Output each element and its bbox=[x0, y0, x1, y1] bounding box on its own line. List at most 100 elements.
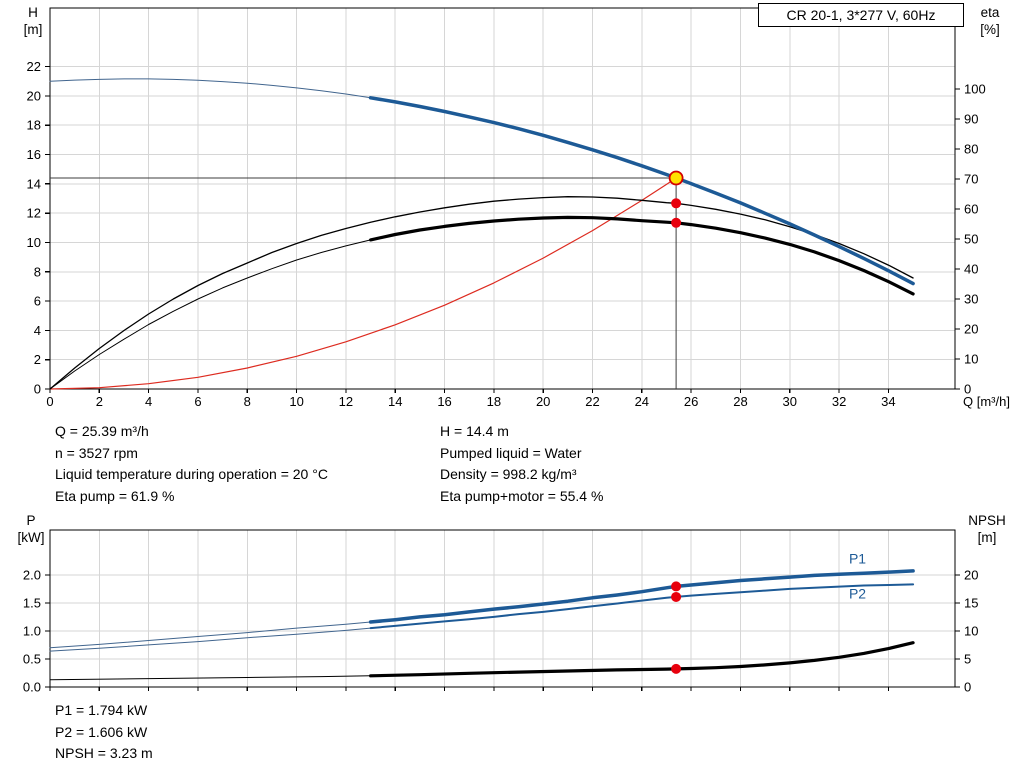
y-right-tick-label: 30 bbox=[964, 292, 978, 307]
y-left-tick-label: 6 bbox=[34, 294, 41, 309]
x-axis-unit-label: Q [m³/h] bbox=[963, 394, 1010, 409]
y-right-tick-label: 50 bbox=[964, 232, 978, 247]
y-left-tick-label: 20 bbox=[27, 88, 41, 103]
npsh-axis-symbol: NPSH bbox=[968, 513, 1006, 528]
eta-axis-label: eta [%] bbox=[968, 4, 1012, 38]
y-right-tick-label: 20 bbox=[964, 322, 978, 337]
y-left-tick-label: 10 bbox=[27, 235, 41, 250]
y-right-tick-label: 100 bbox=[964, 82, 986, 97]
x-tick-label: 30 bbox=[783, 394, 797, 409]
eta-pump-motor-curve-thin bbox=[49, 239, 372, 390]
x-tick-label: 6 bbox=[194, 394, 201, 409]
p1-curve bbox=[368, 569, 915, 624]
eta-pump-motor-duty-dot bbox=[671, 217, 682, 228]
pump-title-box: CR 20-1, 3*277 V, 60Hz bbox=[758, 3, 964, 27]
h-axis-symbol: H bbox=[28, 5, 38, 20]
power-info: P1 = 1.794 kW P2 = 1.606 kW NPSH = 3.23 … bbox=[55, 700, 153, 765]
plot-frame bbox=[49, 529, 956, 688]
series-label-p2: P2 bbox=[849, 585, 866, 601]
info-head: H = 14.4 m bbox=[440, 423, 509, 439]
y-left-tick-label: 12 bbox=[27, 206, 41, 221]
npsh-axis-unit: [m] bbox=[977, 530, 997, 545]
eta-axis-symbol: eta bbox=[980, 5, 1000, 20]
p-axis-symbol: P bbox=[26, 513, 36, 528]
info-p1: P1 = 1.794 kW bbox=[55, 702, 148, 718]
y-left-tick-label: 18 bbox=[27, 118, 41, 133]
y-right-tick-label: 90 bbox=[964, 112, 978, 127]
y-left-tick-label: 4 bbox=[34, 323, 41, 338]
info-liquid-temperature: Liquid temperature during operation = 20… bbox=[55, 466, 328, 482]
info-eta-pump: Eta pump = 61.9 % bbox=[55, 487, 175, 504]
x-tick-label: 18 bbox=[487, 394, 501, 409]
info-p2: P2 = 1.606 kW bbox=[55, 723, 148, 740]
p1-curve-thin bbox=[49, 621, 372, 649]
p2-curve bbox=[369, 583, 915, 630]
y-left-tick-label: 0.0 bbox=[23, 680, 41, 695]
p1-duty-dot bbox=[671, 581, 682, 592]
eta-pump-motor-curve bbox=[369, 215, 915, 296]
x-tick-label: 0 bbox=[46, 394, 53, 409]
p2-curve-thin bbox=[49, 627, 372, 652]
qh-eta-chart[interactable]: 0 2 4 6 8 10 12 14 16 18 20 22 24 26 28 30 32 34024681012… bbox=[0, 0, 1024, 412]
y-right-tick-label: 70 bbox=[964, 172, 978, 187]
power-npsh-chart[interactable]: 0.0 0.5 1.0 1.5 2.0 0 5 10 15 20 P1 P2 bbox=[0, 515, 1024, 705]
eta-axis-unit: [%] bbox=[980, 22, 1000, 37]
y-right-tick-label: 20 bbox=[964, 567, 978, 582]
duty-point bbox=[668, 170, 684, 186]
x-tick-label: 22 bbox=[585, 394, 599, 409]
x-tick-label: 34 bbox=[881, 394, 895, 409]
plot-frame bbox=[49, 7, 956, 390]
x-tick-label: 10 bbox=[289, 394, 303, 409]
x-tick-label: 12 bbox=[339, 394, 353, 409]
y-right-tick-label: 60 bbox=[964, 202, 978, 217]
h-axis-unit: [m] bbox=[23, 22, 43, 37]
x-tick-label: 24 bbox=[635, 394, 649, 409]
info-pumped-liquid: Pumped liquid = Water bbox=[440, 444, 582, 461]
y-left-tick-label: 22 bbox=[27, 59, 41, 74]
y-right-tick-label: 80 bbox=[964, 142, 978, 157]
npsh-curve-thin bbox=[49, 675, 372, 681]
info-npsh: NPSH = 3.23 m bbox=[55, 745, 153, 761]
x-tick-label: 4 bbox=[145, 394, 152, 409]
y-right-tick-label: 0 bbox=[964, 382, 971, 397]
y-right-tick-label: 0 bbox=[964, 680, 971, 695]
p2-duty-dot bbox=[671, 591, 682, 602]
y-left-tick-label: 16 bbox=[27, 147, 41, 162]
duty-info-left: Q = 25.39 m³/h n = 3527 rpm Liquid tempe… bbox=[55, 421, 328, 507]
p-axis-label: P [kW] bbox=[8, 512, 54, 546]
info-speed: n = 3527 rpm bbox=[55, 444, 138, 461]
eta-pump-duty-dot bbox=[671, 198, 682, 209]
system-curve bbox=[49, 177, 677, 390]
duty-info-right: H = 14.4 m Pumped liquid = Water Density… bbox=[440, 421, 603, 507]
p-axis-unit: [kW] bbox=[17, 530, 45, 545]
y-left-tick-label: 2 bbox=[34, 352, 41, 367]
info-density: Density = 998.2 kg/m³ bbox=[440, 466, 577, 482]
y-right-tick-label: 15 bbox=[964, 595, 978, 610]
qh-curve-thin bbox=[49, 78, 372, 99]
npsh-duty-dot bbox=[671, 663, 682, 674]
x-tick-label: 28 bbox=[733, 394, 747, 409]
x-tick-label: 16 bbox=[437, 394, 451, 409]
y-left-tick-label: 2.0 bbox=[23, 567, 41, 582]
x-tick-label: 8 bbox=[244, 394, 251, 409]
h-axis-label: H [m] bbox=[14, 4, 52, 38]
y-left-tick-label: 0.5 bbox=[23, 651, 41, 666]
y-left-tick-label: 14 bbox=[27, 176, 41, 191]
info-eta-pump-motor: Eta pump+motor = 55.4 % bbox=[440, 487, 604, 504]
y-left-tick-label: 1.5 bbox=[23, 595, 41, 610]
y-right-tick-label: 40 bbox=[964, 262, 978, 277]
y-right-tick-label: 10 bbox=[964, 352, 978, 367]
npsh-curve bbox=[369, 641, 915, 678]
x-tick-label: 20 bbox=[536, 394, 550, 409]
qh-curve bbox=[368, 96, 915, 286]
y-right-tick-label: 10 bbox=[964, 623, 978, 638]
x-tick-label: 14 bbox=[388, 394, 402, 409]
x-tick-label: 32 bbox=[832, 394, 846, 409]
x-tick-label: 2 bbox=[96, 394, 103, 409]
y-left-tick-label: 8 bbox=[34, 264, 41, 279]
npsh-axis-label: NPSH [m] bbox=[956, 512, 1018, 546]
y-left-tick-label: 1.0 bbox=[23, 623, 41, 638]
y-left-tick-label: 0 bbox=[34, 382, 41, 397]
info-flow: Q = 25.39 m³/h bbox=[55, 423, 149, 439]
